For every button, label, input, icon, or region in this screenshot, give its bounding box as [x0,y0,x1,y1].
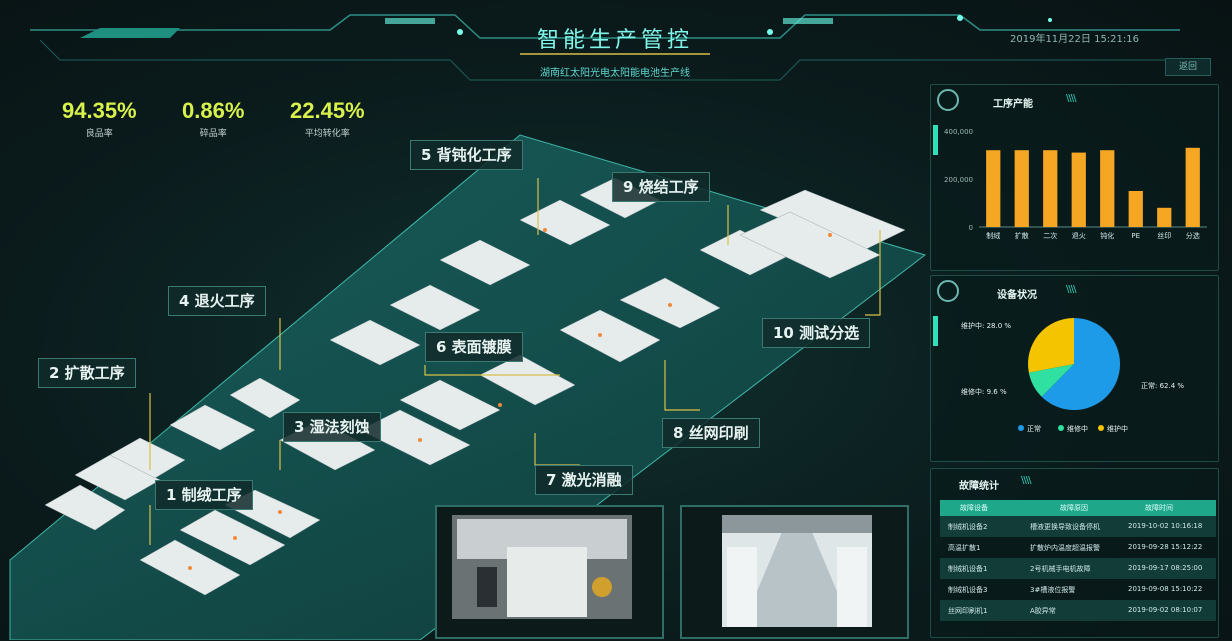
legend-label: 维修中 [1067,424,1088,433]
pie-slice[interactable] [1041,318,1120,410]
legend-label: 正常 [1027,424,1041,433]
column-header-time: 故障时间 [1145,504,1173,512]
kpi-efficiency: 22.45% 平均转化率 [290,98,365,139]
gear-icon [937,89,959,111]
x-tick-label: 退火 [1072,231,1086,240]
bar[interactable] [986,150,1001,227]
y-tick-label: 400,000 [944,128,973,136]
back-button[interactable]: 返回 [1165,58,1211,76]
cell-time: 2019-10-02 10:16:18 [1128,522,1203,530]
production-panel: 工序产能 \\\\ 400,000 200,000 0 制绒 扩散 二次 退火 钝化 PE 丝印 分… [930,84,1219,271]
cell-time: 2019-09-08 15:10:22 [1128,585,1203,593]
process-label-5[interactable]: 5 背钝化工序 [410,140,523,170]
table-row[interactable]: 制绒机设备2 槽液更换导致设备停机 2019-10-02 10:16:18 [940,516,1216,537]
kpi-value: 0.86% [182,98,245,123]
legend-label: 维护中 [1107,424,1128,433]
process-label-10[interactable]: 10 测试分选 [762,318,871,348]
kpi-label: 平均转化率 [304,129,350,139]
process-label-1[interactable]: 1 制绒工序 [155,480,253,510]
pie-callout: 维修中: 9.6 % [961,387,1007,396]
kpi-label: 良品率 [85,129,113,139]
table-row[interactable]: 丝网印刷机1 A胶异常 2019-09-02 08:10:07 [940,600,1216,621]
kpi-value: 22.45% [290,98,365,123]
column-header-device: 故障设备 [960,504,988,512]
column-header-reason: 故障原因 [1060,504,1088,512]
status-panel: 设备状况 \\\\ 维护中: 28.0 % 维修中: 9.6 % 正常: 62.4 … [930,275,1219,462]
table-row[interactable]: 高温扩散1 扩散炉内温度超温报警 2019-09-28 15:12:22 [940,537,1216,558]
status-pie-chart: 维护中: 28.0 % 维修中: 9.6 % 正常: 62.4 % 正常 维修中 维护中 [933,316,1184,433]
cell-reason: 扩散炉内温度超温报警 [1030,544,1100,552]
cell-reason: 3#槽液位报警 [1030,586,1076,594]
header-frame [30,14,1200,81]
pie-callout: 维护中: 28.0 % [961,321,1011,330]
bar[interactable] [1185,147,1200,227]
cell-time: 2019-09-28 15:12:22 [1128,543,1203,551]
bar[interactable] [1100,150,1115,227]
fault-table: 故障设备 故障原因 故障时间 制绒机设备2 槽液更换导致设备停机 2019-10… [940,500,1216,621]
kpi-label: 碎品率 [199,129,227,139]
process-label-3[interactable]: 3 湿法刻蚀 [283,412,381,442]
cell-device: 高温扩散1 [948,544,981,552]
x-tick-label: 扩散 [1015,231,1029,240]
cell-reason: 2号机械手电机故障 [1030,565,1091,573]
panel-title: 工序产能 [993,99,1033,110]
chevrons-icon: \\\\ [1066,93,1077,104]
legend-swatch [1058,425,1064,431]
cell-reason: A胶异常 [1030,607,1056,615]
legend-swatch [1098,425,1104,431]
kpi-breakage: 0.86% 碎品率 [182,98,244,139]
table-row[interactable]: 制绒机设备1 2号机械手电机故障 2019-09-17 08:25:00 [940,558,1216,579]
legend-swatch [1018,425,1024,431]
chevrons-icon: \\\\ [1066,284,1077,295]
table-row[interactable]: 制绒机设备3 3#槽液位报警 2019-09-08 15:10:22 [940,579,1216,600]
process-label-4[interactable]: 4 退火工序 [168,286,266,316]
x-tick-label: 制绒 [986,231,1000,240]
gear-icon [937,280,959,302]
kpi-yield: 94.35% 良品率 [62,98,137,139]
chevrons-icon: \\\\ [1021,475,1032,486]
kpi-value: 94.35% [62,98,137,123]
cell-device: 丝网印刷机1 [948,607,988,615]
x-tick-label: 二次 [1043,231,1057,240]
x-tick-label: 丝印 [1157,231,1171,240]
x-tick-label: PE [1131,232,1140,240]
cell-device: 制绒机设备1 [948,565,988,573]
panel-title: 设备状况 [997,290,1037,301]
cell-device: 制绒机设备2 [948,523,988,531]
production-bar-chart: 400,000 200,000 0 制绒 扩散 二次 退火 钝化 PE 丝印 分选 [933,125,1207,240]
page-subtitle: 湖南红太阳光电太阳能电池生产线 [540,68,690,79]
process-label-9[interactable]: 9 烧结工序 [612,172,710,202]
bar[interactable] [1071,152,1086,227]
camera-feed-2[interactable] [680,505,909,639]
datetime-display: 2019年11月22日 15:21:16 [1010,34,1139,45]
process-label-8[interactable]: 8 丝网印刷 [662,418,760,448]
process-label-7[interactable]: 7 激光消融 [535,465,633,495]
table-header: 故障设备 故障原因 故障时间 [940,500,1216,516]
table-body: 制绒机设备2 槽液更换导致设备停机 2019-10-02 10:16:18 高温… [940,516,1216,621]
cell-time: 2019-09-02 08:10:07 [1128,606,1203,614]
x-tick-label: 分选 [1186,231,1200,240]
cell-reason: 槽液更换导致设备停机 [1030,523,1100,531]
page-title: 智能生产管控 [536,28,693,53]
y-tick-label: 200,000 [944,176,973,184]
camera-feed-1[interactable] [435,505,664,639]
cell-device: 制绒机设备3 [948,586,988,594]
y-tick-label: 0 [969,224,973,232]
bar[interactable] [1014,150,1029,227]
camera-image [722,515,872,627]
x-tick-label: 钝化 [1100,231,1114,240]
pie-slice[interactable] [1028,364,1074,397]
bar[interactable] [1157,207,1172,227]
pie-callout: 正常: 62.4 % [1141,381,1184,390]
cell-time: 2019-09-17 08:25:00 [1128,564,1203,572]
panel-title: 故障统计 [959,481,999,492]
process-label-6[interactable]: 6 表面镀膜 [425,332,523,362]
pie-slice[interactable] [1028,318,1074,373]
bar[interactable] [1128,191,1143,227]
bar[interactable] [1043,150,1058,227]
process-label-2[interactable]: 2 扩散工序 [38,358,136,388]
camera-image [452,515,632,619]
